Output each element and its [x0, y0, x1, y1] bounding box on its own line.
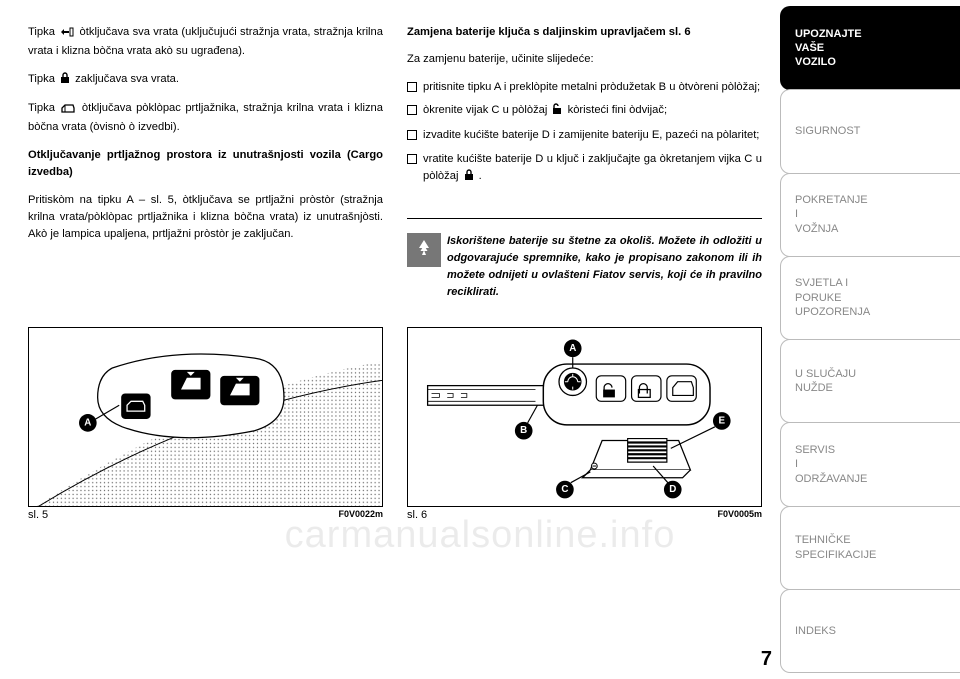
- paragraph: Za zamjenu baterije, učinite slijedeće:: [407, 51, 762, 68]
- figure-code: F0V0022m: [338, 509, 383, 521]
- figure-label: sl. 6: [407, 509, 427, 521]
- text: vratite kućište baterije D u ključ i zak…: [423, 153, 762, 182]
- heading: Zamjena baterije ključa s daljinskim upr…: [407, 24, 762, 41]
- list-item: vratite kućište baterije D u ključ i zak…: [407, 151, 762, 188]
- unlock-door-icon: [60, 26, 74, 43]
- right-column: Zamjena baterije ključa s daljinskim upr…: [407, 24, 762, 311]
- tab-line: I: [795, 207, 950, 221]
- tab-line: INDEKS: [795, 624, 950, 638]
- paragraph: Pritiskòm na tipku A – sl. 5, òtključava…: [28, 192, 383, 244]
- tab-line: U SLUČAJU: [795, 367, 950, 381]
- tab-sigurnost[interactable]: SIGURNOST: [780, 89, 960, 173]
- svg-text:B: B: [520, 425, 527, 436]
- figure-5-caption: sl. 5 F0V0022m: [28, 509, 383, 521]
- list-item: òkrenite vijak C u pòlòžaj kòristeći fin…: [407, 102, 762, 121]
- tab-line: TEHNIČKE: [795, 533, 950, 547]
- figures-row: A sl. 5 F0V0022m: [28, 327, 762, 521]
- figure-5-image: A: [28, 327, 383, 507]
- divider: [407, 218, 762, 219]
- list-item: izvadite kućište baterije D i zamijenite…: [407, 127, 762, 144]
- list-item: pritisnite tipku A i preklòpite metalni …: [407, 79, 762, 96]
- svg-text:D: D: [669, 484, 676, 495]
- figure-label: sl. 5: [28, 509, 48, 521]
- tab-indeks[interactable]: INDEKS: [780, 589, 960, 673]
- tab-line: NUŽDE: [795, 381, 950, 395]
- left-column: Tipka òtključava sva vrata (uključujući …: [28, 24, 383, 311]
- paragraph: Tipka òtključava pòklòpac prtljažnika, s…: [28, 100, 383, 137]
- section-tabs: UPOZNAJTE VAŠE VOZILO SIGURNOST POKRETAN…: [780, 0, 960, 679]
- text: òtključava sva vrata (uključujući stražn…: [28, 26, 383, 57]
- tab-pokretanje[interactable]: POKRETANJE I VOŽNJA: [780, 173, 960, 257]
- figure-6-image: A B C D E: [407, 327, 762, 507]
- svg-text:A: A: [84, 417, 91, 428]
- tab-line: PORUKE: [795, 291, 950, 305]
- tab-line: POKRETANJE: [795, 193, 950, 207]
- tab-line: VOŽNJA: [795, 222, 950, 236]
- figure-6-caption: sl. 6 F0V0005m: [407, 509, 762, 521]
- tab-line: VOZILO: [795, 55, 950, 69]
- tab-svjetla[interactable]: SVJETLA I PORUKE UPOZORENJA: [780, 256, 960, 340]
- page-number: 7: [761, 648, 772, 671]
- tab-line: UPOZNAJTE: [795, 27, 950, 41]
- tab-upoznajte[interactable]: UPOZNAJTE VAŠE VOZILO: [780, 6, 960, 90]
- svg-text:E: E: [719, 415, 726, 426]
- tab-line: SPECIFIKACIJE: [795, 548, 950, 562]
- svg-text:A: A: [569, 343, 576, 354]
- figure-code: F0V0005m: [717, 509, 762, 521]
- heading: Otključavanje prtljažnog prostora iz unu…: [28, 147, 383, 182]
- tab-line: SVJETLA I: [795, 276, 950, 290]
- figure-6: A B C D E sl. 6 F0V0005m: [407, 327, 762, 521]
- tab-line: SERVIS: [795, 443, 950, 457]
- text: .: [479, 170, 482, 182]
- eco-note: Iskorištene baterije su štetne za okoliš…: [407, 233, 762, 311]
- tab-uslucaju[interactable]: U SLUČAJU NUŽDE: [780, 339, 960, 423]
- tab-tehnicke[interactable]: TEHNIČKE SPECIFIKACIJE: [780, 506, 960, 590]
- eco-text: Iskorištene baterije su štetne za okoliš…: [447, 233, 762, 301]
- bullet-list: pritisnite tipku A i preklòpite metalni …: [407, 79, 762, 188]
- text: kòristeći fini òdvijač;: [568, 104, 667, 116]
- tab-servis[interactable]: SERVIS I ODRŽAVANJE: [780, 422, 960, 506]
- tab-line: SIGURNOST: [795, 124, 950, 138]
- trunk-icon: [61, 102, 75, 119]
- text: òtključava pòklòpac prtljažnika, stražnj…: [28, 102, 383, 133]
- svg-text:C: C: [561, 484, 568, 495]
- manual-page: Tipka òtključava sva vrata (uključujući …: [0, 0, 780, 679]
- text: Tipka: [28, 102, 59, 114]
- content-columns: Tipka òtključava sva vrata (uključujući …: [28, 24, 762, 311]
- lock-closed-icon: [464, 169, 474, 187]
- tab-line: ODRŽAVANJE: [795, 472, 950, 486]
- tab-line: UPOZORENJA: [795, 305, 950, 319]
- text: òkrenite vijak C u pòlòžaj: [423, 104, 550, 116]
- paragraph: Tipka òtključava sva vrata (uključujući …: [28, 24, 383, 61]
- text: zaključava sva vrata.: [75, 73, 179, 85]
- recycle-icon: [407, 233, 441, 267]
- figure-5: A sl. 5 F0V0022m: [28, 327, 383, 521]
- unlock-open-icon: [552, 103, 562, 121]
- text: Tipka: [28, 26, 58, 38]
- lock-icon: [60, 72, 70, 90]
- tab-line: I: [795, 457, 950, 471]
- paragraph: Tipka zaključava sva vrata.: [28, 71, 383, 90]
- text: Tipka: [28, 73, 58, 85]
- tab-line: VAŠE: [795, 41, 950, 55]
